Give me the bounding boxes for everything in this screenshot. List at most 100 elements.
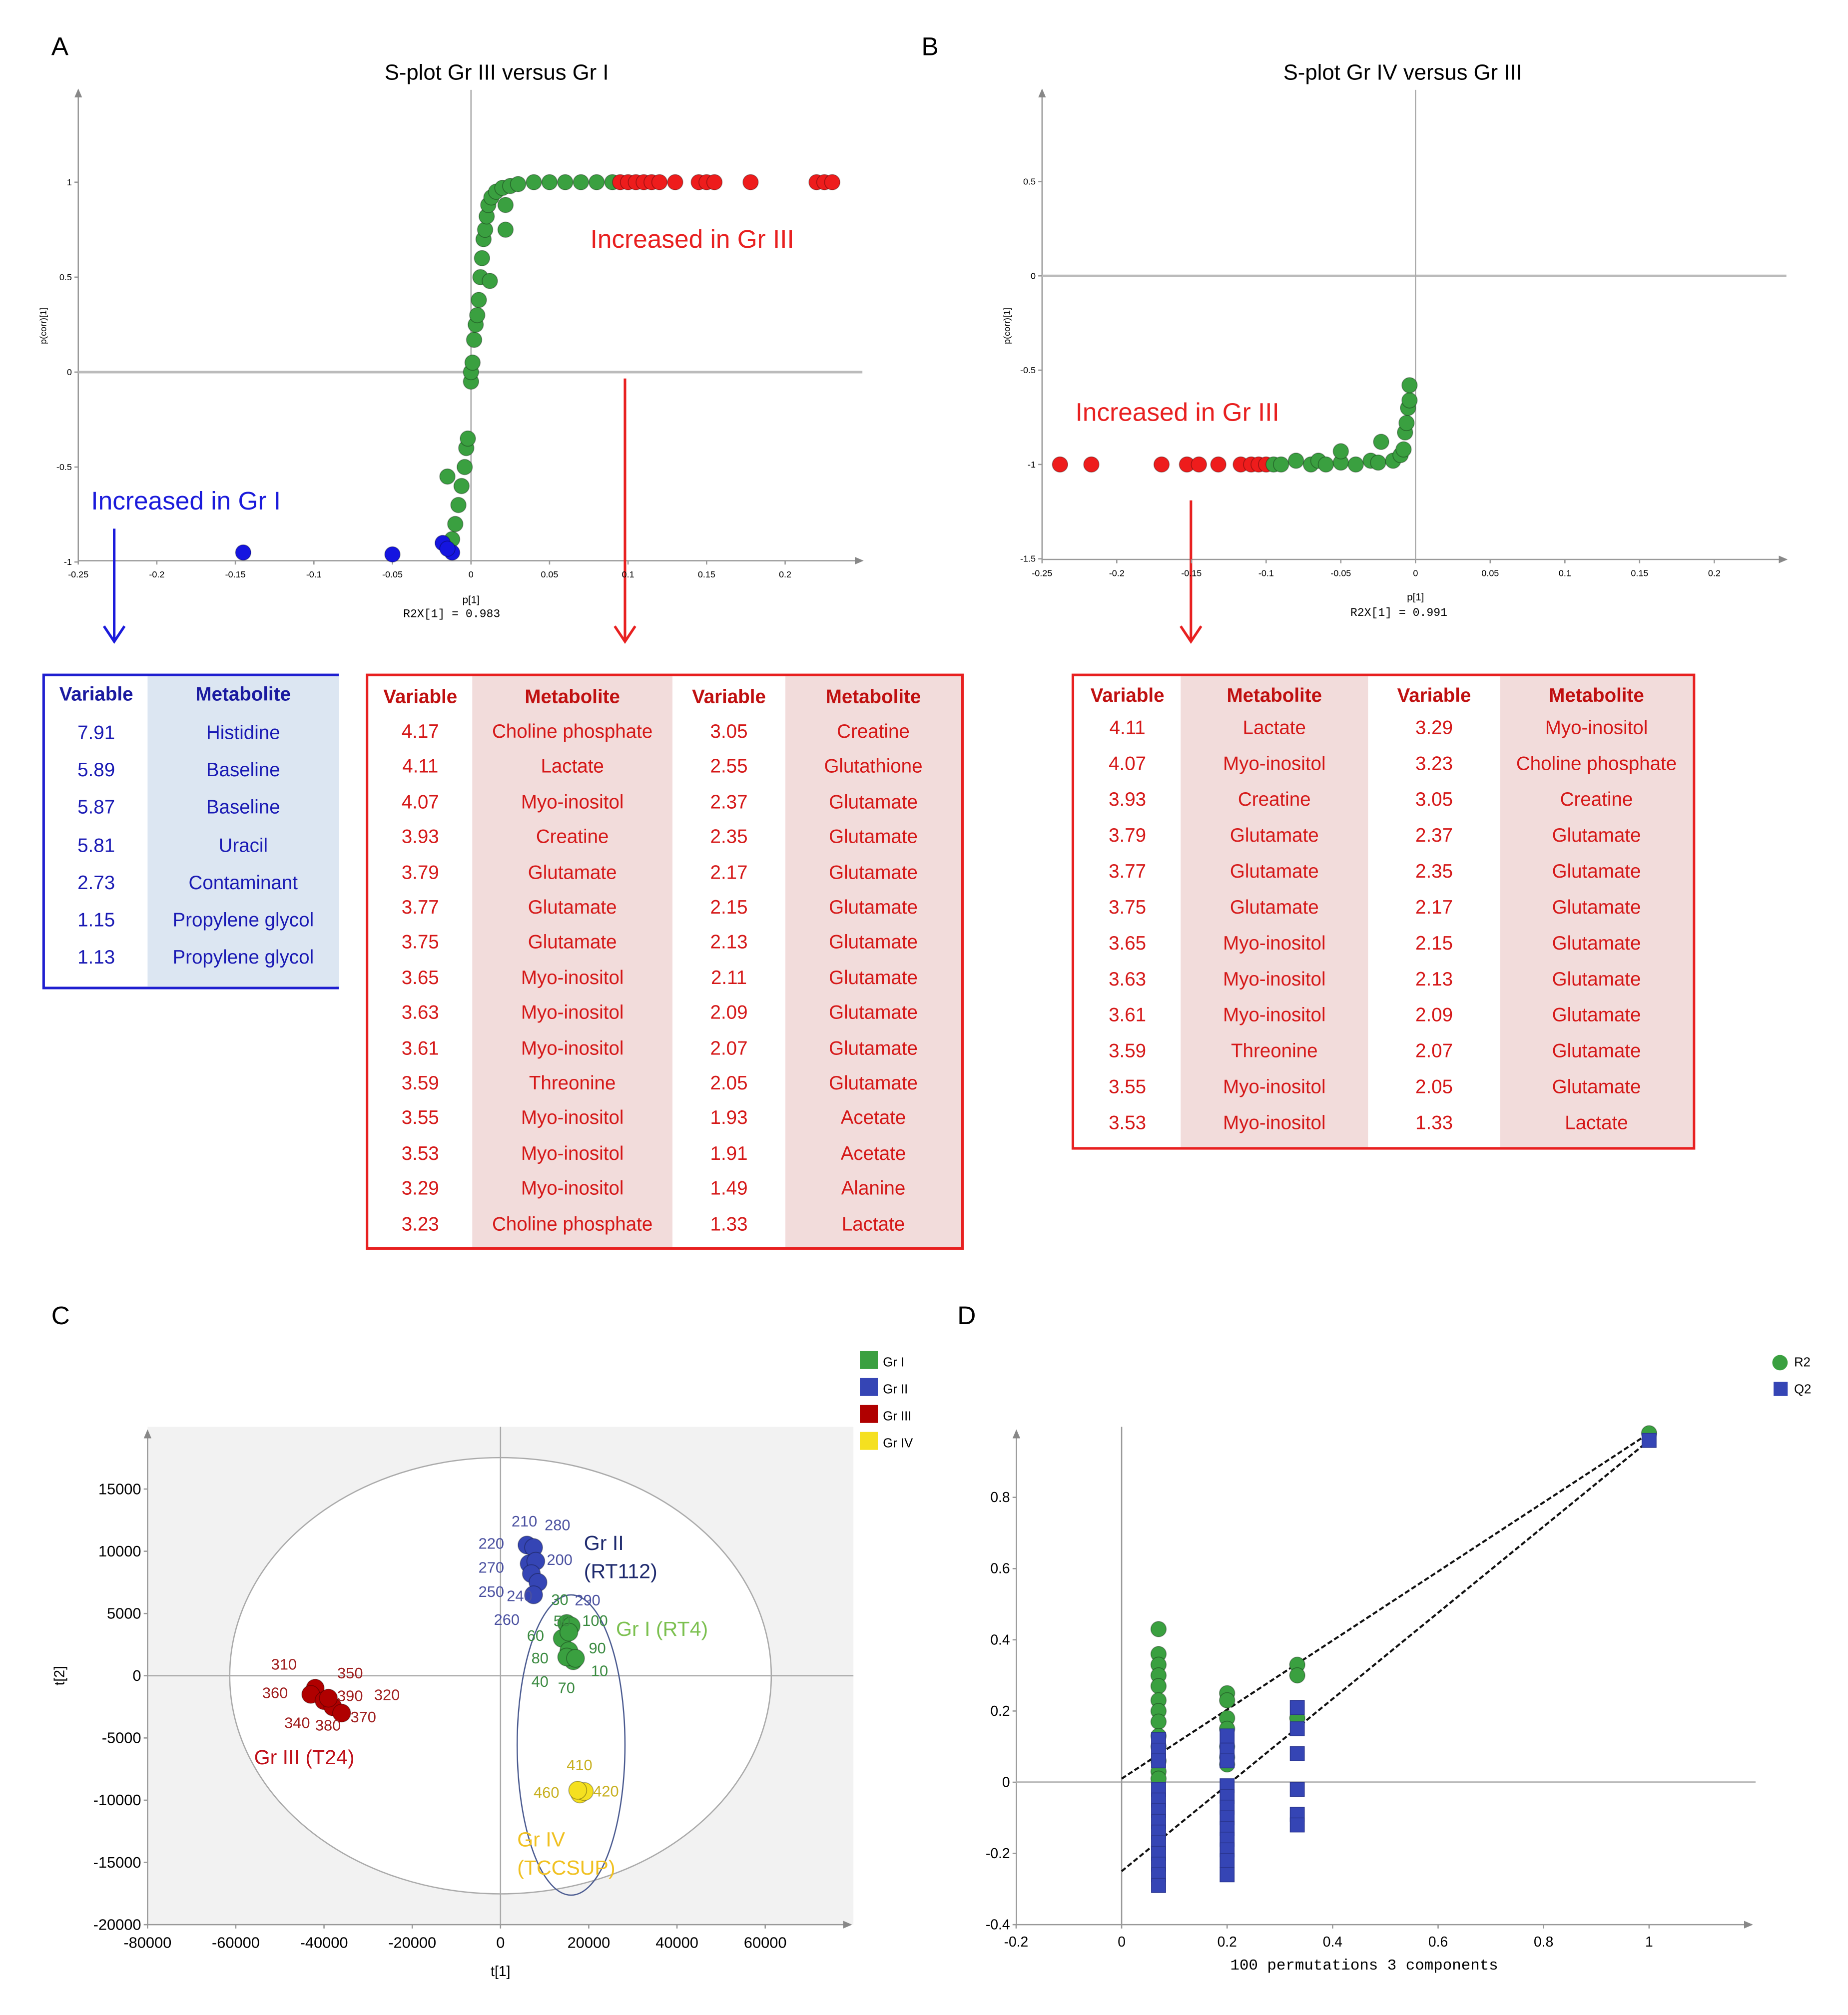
data-point [1401, 392, 1418, 409]
data-point [566, 1649, 585, 1668]
metabolite-cell: Lactate [541, 756, 604, 778]
data-point [497, 197, 514, 213]
x-tick-label: 0 [1413, 568, 1418, 578]
metabolite-cell: Myo-inositol [521, 1037, 624, 1059]
metabolite-cell: Glutamate [1552, 1040, 1641, 1062]
metabolite-cell: Glutamate [1552, 1076, 1641, 1098]
variable-cell: 1.15 [77, 910, 115, 932]
data-point-q2 [1289, 1746, 1305, 1761]
data-point-q2 [1289, 1782, 1305, 1797]
x-tick-label: 1 [1645, 1934, 1653, 1950]
variable-cell: 1.33 [1415, 1112, 1453, 1134]
y-tick-label: 15000 [98, 1480, 141, 1498]
metabolite-cell: Propylene glycol [172, 910, 314, 932]
x-tick-label: 0.05 [541, 569, 558, 579]
variable-cell: 3.55 [401, 1107, 439, 1130]
column-header: Variable [692, 686, 766, 708]
column-header: Variable [1090, 685, 1165, 707]
arrow-head [614, 625, 636, 644]
table-column: Variable 3.29 3.23 3.05 2.37 2.35 2.17 2.15 2.13… [1368, 676, 1500, 1147]
y-tick-label: -15000 [93, 1854, 141, 1871]
x-tick-label: 0.1 [622, 569, 634, 579]
x-tick-label: 20000 [568, 1934, 611, 1951]
point-label: 350 [337, 1664, 363, 1682]
point-label: 80 [532, 1649, 549, 1667]
x-tick-label: -0.05 [382, 569, 403, 579]
variable-cell: 2.09 [710, 1002, 748, 1024]
table-column: Metabolite Creatine Glutathione Glutamate Gl… [785, 676, 961, 1247]
point-label: 270 [479, 1559, 504, 1576]
x-tick-label: -0.25 [68, 569, 88, 579]
column-header: Metabolite [1227, 685, 1322, 707]
metabolite-cell: Glutamate [1552, 897, 1641, 919]
y-axis-label: t[2] [51, 1666, 67, 1685]
variable-cell: 3.77 [1109, 861, 1147, 883]
variable-cell: 1.33 [710, 1213, 748, 1235]
variable-cell: 5.89 [77, 760, 115, 782]
table-column: Metabolite Choline phosphate Lactate Myo-in… [472, 676, 673, 1247]
point-label: 100 [582, 1612, 608, 1629]
variable-cell: 2.37 [710, 791, 748, 814]
point-label: 240 [507, 1587, 532, 1604]
y-tick-label: -20000 [93, 1916, 141, 1933]
metabolite-cell: Choline phosphate [1516, 753, 1677, 775]
point-label: 360 [262, 1684, 288, 1702]
data-point [1150, 1621, 1167, 1637]
metabolite-cell: Glutamate [1230, 861, 1319, 883]
metabolite-cell: Creatine [536, 826, 609, 849]
variable-cell: 3.53 [401, 1143, 439, 1165]
data-point-q2 [1641, 1433, 1657, 1448]
metabolite-cell: Creatine [1560, 789, 1633, 811]
variable-cell: 3.23 [401, 1213, 439, 1235]
point-label: 460 [534, 1784, 559, 1801]
legend-label: Gr IV [883, 1437, 913, 1451]
metabolite-cell: Acetate [840, 1143, 906, 1165]
variable-cell: 3.63 [1109, 969, 1147, 991]
x-tick-label: -0.1 [1258, 568, 1274, 578]
y-tick-label: -1 [1028, 460, 1036, 470]
point-label: 310 [271, 1655, 297, 1673]
x-tick-label: -0.15 [225, 569, 246, 579]
data-point [557, 174, 574, 191]
data-point-q2 [1151, 1753, 1166, 1769]
variable-cell: 3.55 [1109, 1076, 1147, 1098]
metabolite-cell: Contaminant [188, 872, 298, 894]
legend-label: Gr I [883, 1356, 904, 1370]
x-tick-label: 0 [469, 569, 474, 579]
legend-marker-square [1774, 1382, 1788, 1396]
group-label-gr2-line: (RT112) [584, 1560, 657, 1583]
r2x-label: R2X[1] = 0.991 [1350, 606, 1447, 619]
table-column: Metabolite Myo-inositol Choline phosphate C… [1500, 676, 1693, 1147]
data-point [559, 1622, 579, 1642]
group-label-gr4: Gr IV [517, 1828, 565, 1851]
annotation-increased-gr3: Increased in Gr III [1076, 398, 1279, 427]
variable-cell: 1.93 [710, 1107, 748, 1130]
variable-cell: 3.05 [1415, 789, 1453, 811]
variable-cell: 3.61 [1109, 1005, 1147, 1026]
data-point [1150, 1678, 1167, 1694]
panel-label-b: B [921, 31, 938, 60]
data-point [1153, 456, 1170, 473]
y-tick-label: -5000 [102, 1729, 141, 1747]
y-tick-label: 0.2 [990, 1703, 1010, 1719]
x-tick-label: 0.1 [1559, 568, 1571, 578]
point-label: 420 [593, 1782, 618, 1800]
metabolite-cell: Glutamate [829, 826, 918, 849]
metabolite-cell: Glutamate [1230, 825, 1319, 847]
x-tick-label: 0.2 [779, 569, 791, 579]
data-point [384, 546, 401, 563]
point-label: 290 [575, 1591, 600, 1609]
y-tick-label: 0.8 [990, 1489, 1010, 1505]
data-point-q2 [1220, 1728, 1235, 1744]
table-b-increased-gr3: Variable 4.11 4.07 3.93 3.79 3.77 3.75 3.65 3.63… [1071, 673, 1696, 1150]
y-tick-label: 0 [1002, 1774, 1010, 1790]
variable-cell: 3.65 [401, 967, 439, 989]
variable-cell: 3.59 [401, 1072, 439, 1095]
variable-cell: 2.05 [710, 1072, 748, 1095]
x-tick-label: 0.4 [1323, 1934, 1342, 1950]
metabolite-cell: Glutamate [829, 1072, 918, 1095]
variable-cell: 3.79 [401, 862, 439, 884]
point-label: 260 [494, 1611, 520, 1628]
data-point [526, 174, 542, 191]
